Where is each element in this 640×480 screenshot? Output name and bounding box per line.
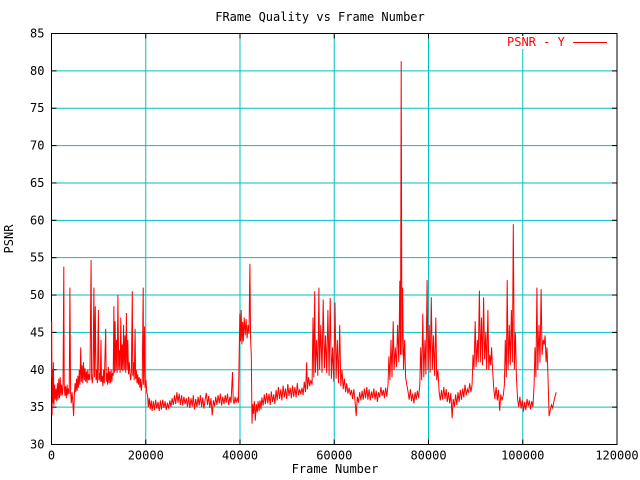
y-tick-label: 35 [30, 400, 44, 414]
x-tick-label: 80000 [410, 449, 446, 463]
y-tick-label: 30 [30, 438, 44, 452]
legend-label: PSNR - Y [505, 35, 567, 49]
y-tick-label: 40 [30, 363, 44, 377]
y-tick-label: 45 [30, 325, 44, 339]
data-series-line [51, 61, 557, 424]
x-tick-label: 100000 [501, 449, 544, 463]
x-tick-label: 0 [48, 449, 55, 463]
y-tick-label: 80 [30, 64, 44, 78]
y-tick-label: 60 [30, 213, 44, 227]
y-tick-label: 70 [30, 139, 44, 153]
x-tick-label: 60000 [316, 449, 352, 463]
chart-title: FRame Quality vs Frame Number [215, 10, 425, 24]
y-tick-label: 55 [30, 251, 44, 265]
x-axis-label: Frame Number [291, 462, 379, 476]
y-tick-label: 50 [30, 288, 44, 302]
x-tick-label: 20000 [128, 449, 164, 463]
y-tick-label: 65 [30, 176, 44, 190]
x-tick-label: 40000 [222, 449, 258, 463]
y-tick-label: 85 [30, 27, 44, 41]
y-tick-label: 75 [30, 101, 44, 115]
x-tick-label: 120000 [595, 449, 638, 463]
y-axis-label: PSNR [2, 224, 16, 254]
